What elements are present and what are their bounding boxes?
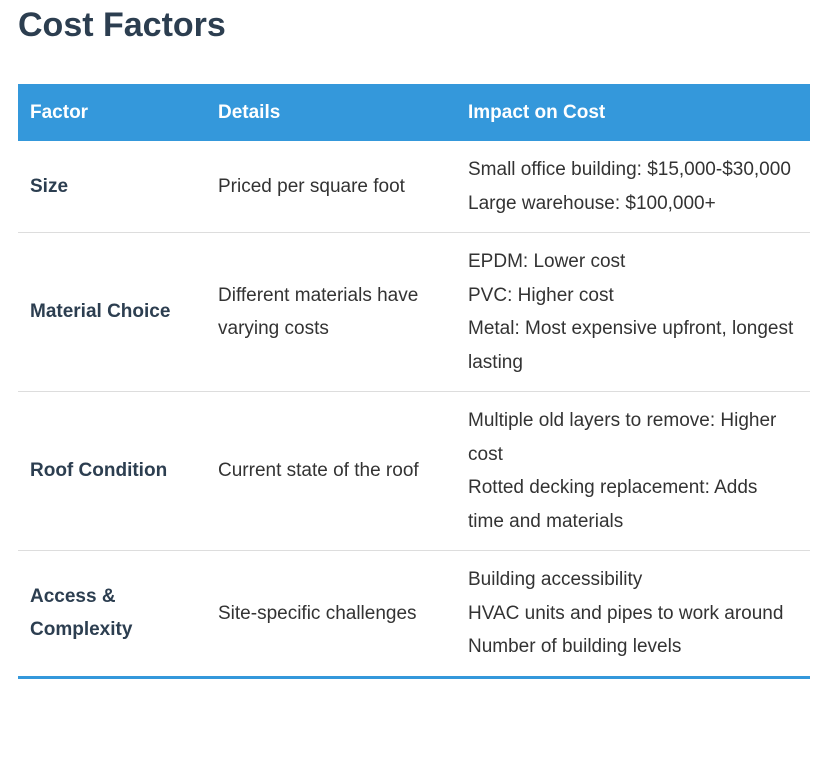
impact-item: Small office building: $15,000-$30,000 — [468, 159, 791, 180]
impact-item: Metal: Most expensive upfront, longest l… — [468, 318, 794, 373]
header-cell: Factor — [18, 84, 206, 141]
header-cell: Details — [206, 84, 456, 141]
table-body: Size Priced per square foot Small office b… — [18, 141, 810, 679]
impact-item: Building accessibility — [468, 569, 643, 590]
header-cell: Impact on Cost — [456, 84, 810, 141]
impact-item: Number of building levels — [468, 636, 682, 657]
table-header: Factor Details Impact on Cost — [18, 84, 810, 141]
details-cell: Site-specific challenges — [206, 550, 456, 679]
impact-item: Large warehouse: $100,000+ — [468, 192, 716, 214]
cost-table: Factor Details Impact on Cost Size Priced p… — [18, 84, 810, 679]
factor-cell: Size — [18, 141, 206, 233]
impact-cell: Multiple old layers to remove: Higher co… — [456, 391, 810, 551]
factor-cell: Roof Condition — [18, 391, 206, 551]
impact-cell: Building accessibility HVAC units and pip… — [456, 550, 810, 679]
factor-cell: Material Choice — [18, 232, 206, 392]
table-row: Roof Condition Current state of the roof M… — [18, 391, 810, 551]
details-cell: Different materials have varying costs — [206, 232, 456, 392]
factor-cell: Access & Complexity — [18, 550, 206, 679]
impact-cell: Small office building: $15,000-$30,000 La… — [456, 141, 810, 233]
table-row: Access & Complexity Site-specific challen… — [18, 550, 810, 679]
table-row: Material Choice Different materials have … — [18, 232, 810, 392]
table-row: Size Priced per square foot Small office b… — [18, 141, 810, 233]
impact-item: Multiple old layers to remove: Higher co… — [468, 410, 777, 465]
impact-cell: EPDM: Lower cost PVC: Higher cost Metal: M… — [456, 232, 810, 392]
impact-item: EPDM: Lower cost — [468, 251, 626, 272]
impact-item: Rotted decking replacement: Adds time an… — [468, 477, 758, 532]
header-row: Factor Details Impact on Cost — [18, 84, 810, 141]
page-title: Cost Factors — [18, 6, 226, 44]
details-cell: Current state of the roof — [206, 391, 456, 551]
details-cell: Priced per square foot — [206, 141, 456, 233]
impact-item: HVAC units and pipes to work around — [468, 602, 784, 624]
impact-item: PVC: Higher cost — [468, 284, 614, 306]
